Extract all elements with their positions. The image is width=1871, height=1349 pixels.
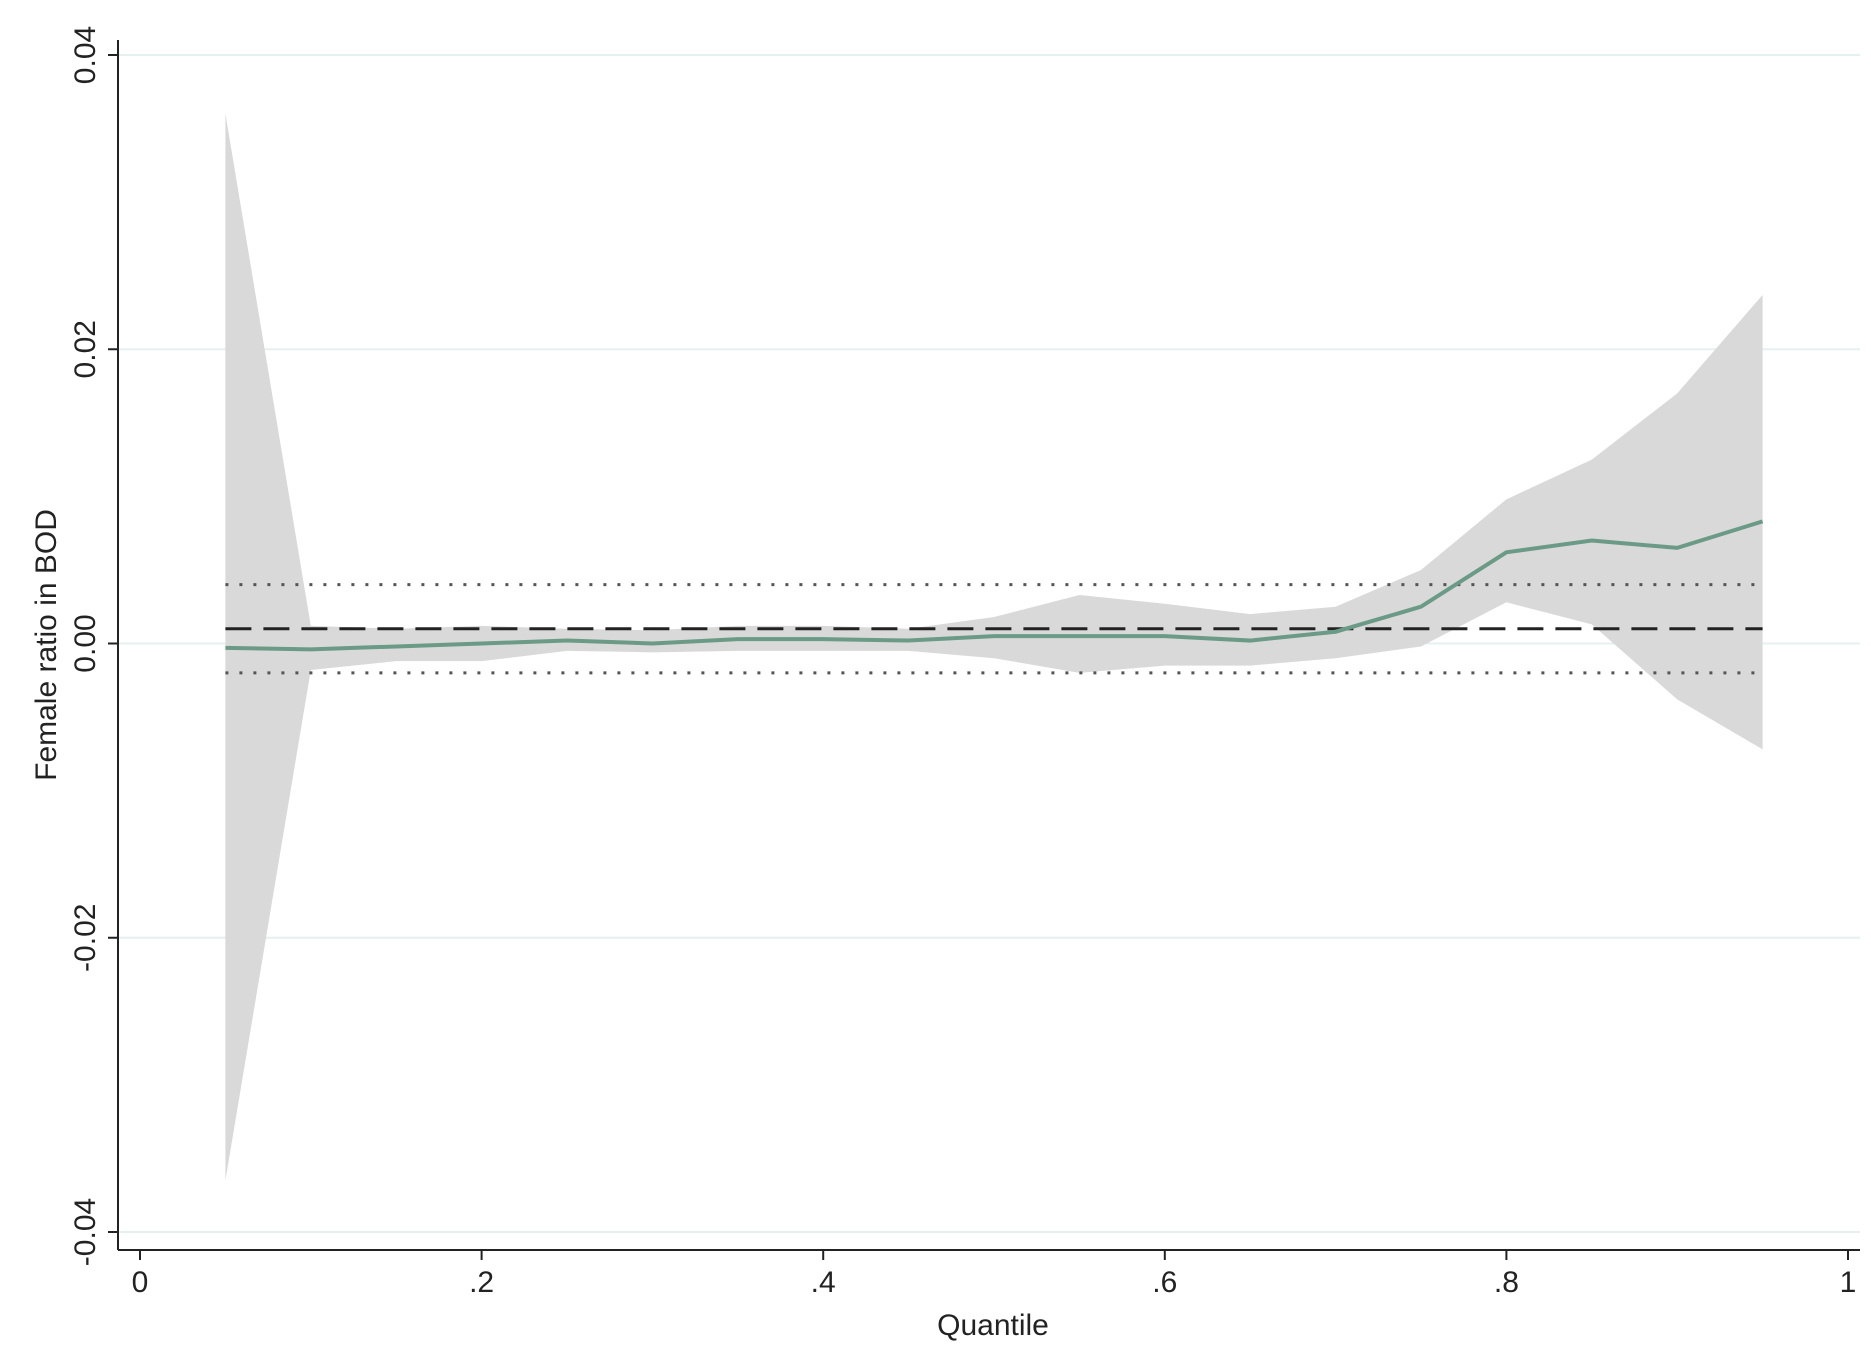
x-tick-label: .8 (1494, 1266, 1519, 1299)
y-tick-label: -0.02 (69, 904, 102, 972)
reference-lines (225, 583, 1763, 675)
x-tick-label: .2 (469, 1266, 494, 1299)
x-tick-label: 0 (132, 1266, 149, 1299)
y-tick-label: 0.04 (69, 26, 102, 84)
x-tick-label: .4 (811, 1266, 836, 1299)
confidence-band (225, 113, 1763, 1181)
y-tick-label: -0.04 (69, 1198, 102, 1266)
axes (108, 40, 1860, 1260)
x-tick-label: .6 (1152, 1266, 1177, 1299)
y-axis-title: Female ratio in BOD (30, 509, 63, 781)
y-tick-label: 0.02 (69, 320, 102, 378)
x-tick-label: 1 (1840, 1266, 1857, 1299)
y-tick-label: 0.00 (69, 614, 102, 672)
quantile-estimate-line (225, 519, 1764, 652)
tick-labels: -0.04 -0.02 0.00 0.02 0.04 0 .2 .4 .6 .8 1 (69, 26, 1856, 1299)
x-axis-title: Quantile (937, 1309, 1049, 1342)
